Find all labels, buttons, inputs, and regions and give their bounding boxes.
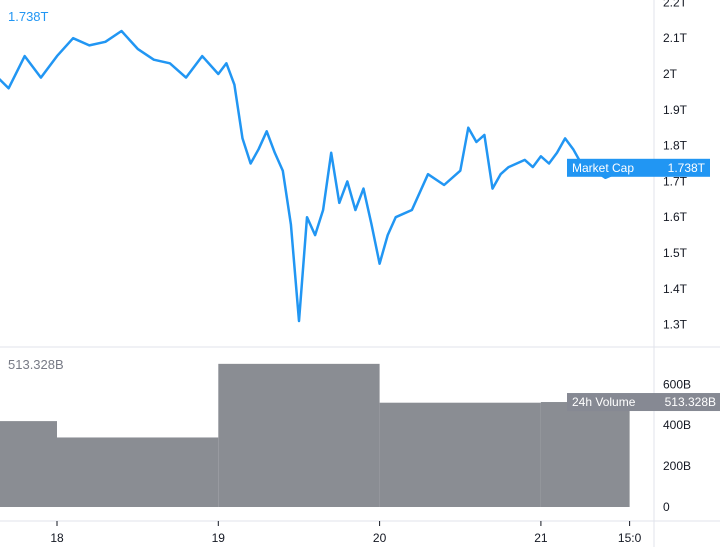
volume-bar-17 [0,421,57,507]
y-tick-label-cap: 1.4T [663,282,688,296]
market-cap-last-value-name: Market Cap [572,161,634,175]
y-tick-label-cap: 1.7T [663,174,688,188]
volume-bar-20 [379,402,541,507]
y-tick-label-cap: 1.9T [663,103,688,117]
y-tick-label-cap: 2.2T [663,0,688,9]
y-tick-label-volume: 400B [663,418,691,432]
y-tick-label-cap: 2.1T [663,31,688,45]
y-tick-label-cap: 1.3T [663,318,688,332]
volume-last-value-badge [567,393,720,412]
x-tick-label: 21 [534,531,548,545]
volume-bar-19 [218,363,380,507]
volume-bar-21 [540,402,630,507]
market-cap-last-value-badge [567,158,710,177]
volume-last-value-number: 513.328B [665,395,716,409]
volume-last-value-name: 24h Volume [572,395,636,409]
x-tick-label: 20 [373,531,387,545]
y-tick-label-cap: 1.6T [663,210,688,224]
volume-bar-18 [57,437,219,507]
x-tick-label: 18 [50,531,64,545]
x-tick-label: 19 [212,531,226,545]
y-tick-label-volume: 0 [663,500,670,514]
volume-current-value: 513.328B [8,357,64,372]
y-tick-label-cap: 1.8T [663,139,688,153]
y-tick-label-volume: 600B [663,377,691,391]
market-cap-series-line [0,29,647,323]
y-tick-label-cap: 1.5T [663,246,688,260]
market-cap-last-value-number: 1.738T [668,161,706,175]
market-cap-current-value: 1.738T [8,9,49,24]
y-tick-label-volume: 200B [663,459,691,473]
y-tick-label-cap: 2T [663,67,678,81]
x-tick-label: 15:0 [618,531,642,545]
